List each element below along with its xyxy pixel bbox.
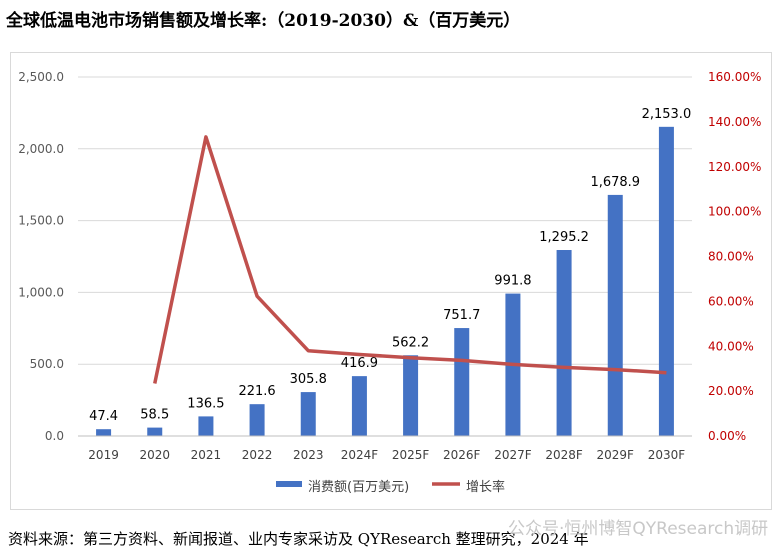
chart-frame <box>10 52 772 510</box>
source-note: 资料来源：第三方资料、新闻报道、业内专家采访及 QYResearch 整理研究，… <box>8 530 589 548</box>
bar-data-label: 751.7 <box>443 308 480 323</box>
y-tick-label-right: 80.00% <box>708 250 754 264</box>
bar-data-label: 562.2 <box>392 335 429 350</box>
bar <box>198 416 214 436</box>
legend-label-line: 增长率 <box>466 479 505 495</box>
bar-data-label: 221.6 <box>238 384 275 399</box>
bar-data-label: 1,295.2 <box>539 230 589 245</box>
bar-data-label: 991.8 <box>494 274 531 289</box>
bar-data-label: 58.5 <box>140 408 169 423</box>
y-tick-label-left: 0.0 <box>45 429 64 443</box>
x-tick-label: 2019 <box>88 448 119 462</box>
bar <box>351 376 367 436</box>
bar <box>607 194 623 436</box>
x-tick-label: 2020 <box>139 448 170 462</box>
y-tick-label-left: 2,500.0 <box>18 70 64 84</box>
bar <box>403 355 419 436</box>
x-tick-label: 2028F <box>545 448 583 462</box>
bar <box>454 328 470 436</box>
bar-data-label: 416.9 <box>341 356 378 371</box>
x-tick-label: 2021 <box>191 448 222 462</box>
y-tick-label-right: 40.00% <box>708 339 754 353</box>
bar-data-label: 1,678.9 <box>590 175 640 190</box>
chart-title: 全球低温电池市场销售额及增长率:（2019-2030）&（百万美元） <box>6 11 521 31</box>
y-tick-label-left: 500.0 <box>30 357 64 371</box>
bar <box>147 427 163 436</box>
x-tick-label: 2030F <box>648 448 686 462</box>
x-tick-label: 2027F <box>494 448 532 462</box>
bar-data-label: 47.4 <box>89 409 118 424</box>
y-tick-label-right: 100.00% <box>708 205 761 219</box>
legend-swatch-bar <box>276 481 302 487</box>
watermark: 公众号·恒州博智QYResearch调研 <box>508 519 769 539</box>
y-tick-label-left: 1,500.0 <box>18 214 64 228</box>
x-tick-label: 2022 <box>242 448 273 462</box>
x-tick-label: 2029F <box>597 448 635 462</box>
bar-data-label: 136.5 <box>187 396 224 411</box>
bar <box>249 404 265 436</box>
y-tick-label-right: 120.00% <box>708 160 761 174</box>
growth-rate-line <box>153 135 667 384</box>
x-tick-label: 2023 <box>293 448 324 462</box>
x-tick-label: 2026F <box>443 448 481 462</box>
y-tick-label-right: 20.00% <box>708 384 754 398</box>
y-tick-label-left: 2,000.0 <box>18 142 64 156</box>
bar <box>556 250 572 436</box>
bar <box>96 429 112 436</box>
x-tick-label: 2025F <box>392 448 430 462</box>
bar <box>300 392 316 436</box>
y-tick-label-right: 160.00% <box>708 70 761 84</box>
x-tick-label: 2024F <box>341 448 379 462</box>
bar-data-label: 305.8 <box>290 372 327 387</box>
legend-label-bar: 消费额(百万美元) <box>308 480 409 495</box>
y-tick-label-right: 0.00% <box>708 429 746 443</box>
y-tick-label-left: 1,000.0 <box>18 285 64 299</box>
bar-data-label: 2,153.0 <box>642 107 692 122</box>
bar <box>658 126 674 437</box>
y-tick-label-right: 140.00% <box>708 115 761 129</box>
y-tick-label-right: 60.00% <box>708 294 754 308</box>
